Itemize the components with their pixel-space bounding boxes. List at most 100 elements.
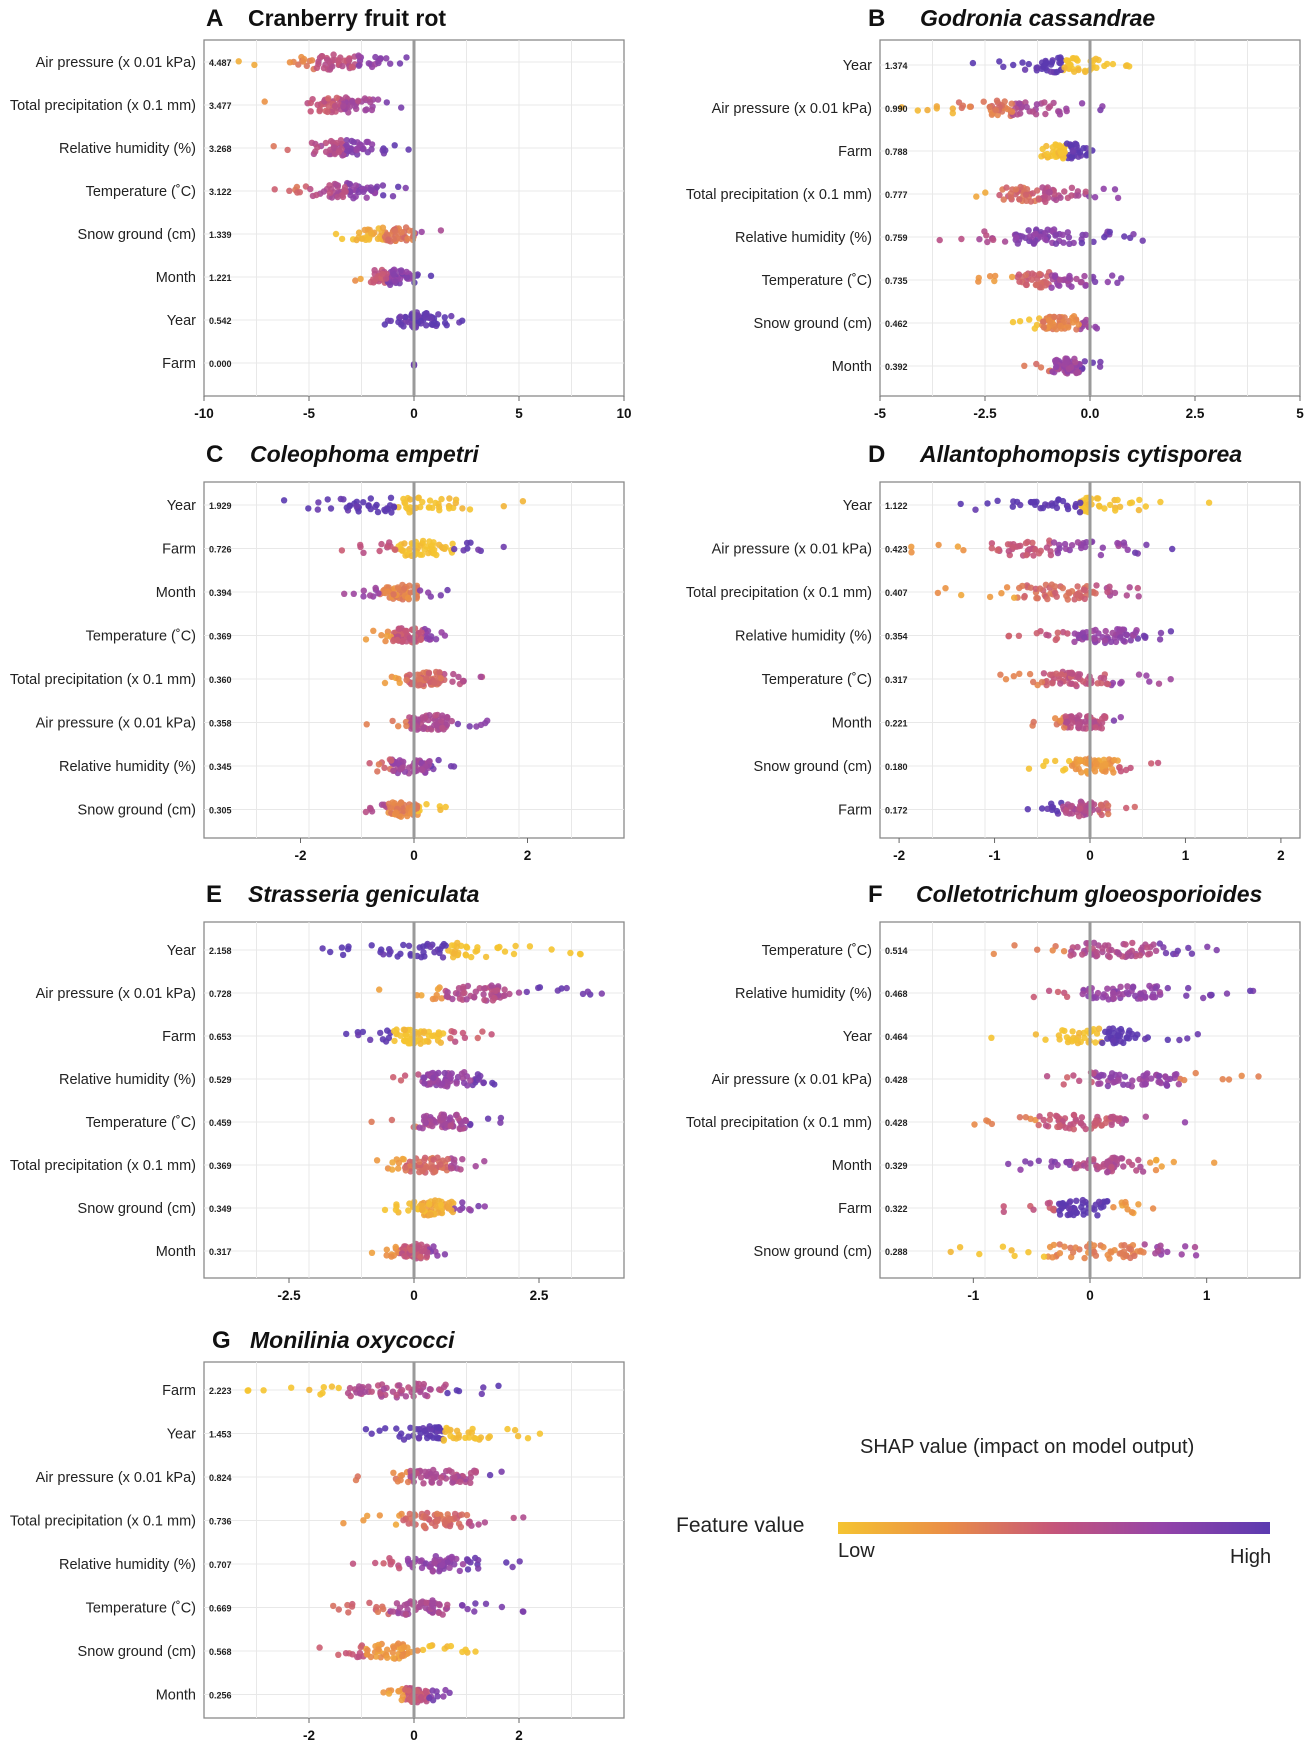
shap-point — [449, 678, 456, 685]
shap-point — [380, 1689, 387, 1696]
shap-point — [1076, 1077, 1083, 1085]
panel-e: E Strasseria geniculata Year 2.158 Air press… — [10, 881, 625, 1303]
shap-point — [1042, 198, 1049, 205]
shap-point — [472, 1163, 479, 1170]
shap-point — [1046, 1111, 1054, 1119]
shap-point — [1034, 187, 1041, 194]
shap-point — [335, 1651, 342, 1659]
shap-point — [481, 1203, 488, 1210]
shap-point — [1056, 545, 1063, 552]
shap-point — [1001, 238, 1009, 245]
shap-point — [433, 1518, 440, 1525]
shap-point — [407, 1424, 414, 1432]
shap-point — [426, 1643, 433, 1650]
shap-point — [1099, 715, 1106, 722]
importance-value: 0.464 — [885, 1032, 908, 1042]
feature-label: Snow ground (cm) — [78, 1201, 196, 1217]
shap-point — [1073, 1036, 1080, 1044]
x-tick-label: 2 — [1277, 848, 1285, 863]
shap-point — [1068, 542, 1076, 549]
shap-point — [1035, 1157, 1043, 1165]
shap-point — [280, 497, 288, 504]
shap-point — [1044, 272, 1051, 280]
shap-point — [1164, 984, 1172, 992]
feature-label: Air pressure (x 0.01 kPa) — [36, 986, 196, 1002]
feature-label: Total precipitation (x 0.1 mm) — [686, 187, 872, 203]
shap-point — [427, 315, 435, 322]
importance-value: 0.322 — [885, 1204, 908, 1214]
shap-point — [403, 54, 410, 61]
shap-point — [374, 235, 382, 242]
importance-value: 0.369 — [209, 1161, 232, 1171]
shap-point — [399, 546, 406, 554]
shap-point — [1096, 363, 1104, 370]
shap-point — [378, 540, 385, 548]
shap-point — [1074, 943, 1081, 951]
shap-point — [399, 1652, 406, 1660]
x-tick-label: 2 — [524, 848, 532, 863]
shap-point — [1147, 1159, 1154, 1166]
shap-point — [387, 1561, 394, 1568]
panel-letter: F — [868, 881, 883, 908]
shap-point — [293, 183, 301, 191]
shap-point — [457, 1523, 465, 1531]
shap-point — [420, 1480, 427, 1487]
feature-label: Relative humidity (%) — [735, 629, 872, 645]
panel-title: Colletotrichum gloeosporioides — [916, 881, 1262, 907]
shap-point — [1123, 989, 1131, 996]
shap-point — [335, 1384, 342, 1392]
shap-point — [315, 499, 322, 506]
shap-point — [428, 1475, 435, 1482]
shap-point — [306, 1386, 313, 1394]
panel-letter: A — [206, 5, 223, 32]
shap-point — [1095, 1198, 1103, 1206]
shap-point — [1076, 1029, 1083, 1037]
shap-point — [1015, 632, 1023, 639]
shap-point — [477, 1434, 485, 1441]
shap-point — [1122, 62, 1130, 69]
shap-point — [350, 590, 357, 597]
shap-point — [1063, 358, 1070, 365]
shap-point — [427, 593, 434, 600]
shap-point — [438, 995, 445, 1002]
shap-point — [1117, 983, 1124, 990]
shap-point — [520, 1514, 527, 1521]
shap-point — [1059, 584, 1067, 592]
shap-point — [1079, 678, 1087, 685]
shap-point — [366, 592, 374, 599]
shap-point — [461, 1034, 469, 1042]
shap-point — [440, 1383, 448, 1391]
feature-label: Month — [832, 1158, 872, 1174]
shap-point — [1132, 992, 1139, 999]
shap-point — [1117, 1038, 1125, 1045]
importance-value: 0.329 — [885, 1161, 908, 1171]
shap-point — [463, 943, 470, 950]
shap-point — [1167, 676, 1174, 683]
shap-point — [363, 1651, 371, 1658]
shap-point — [380, 1385, 388, 1393]
shap-point — [383, 55, 390, 62]
shap-point — [1066, 240, 1073, 247]
shap-point — [368, 1118, 375, 1126]
shap-point — [1067, 952, 1074, 959]
shap-point — [1064, 1038, 1072, 1046]
shap-point — [421, 1074, 428, 1082]
feature-label: Snow ground (cm) — [754, 759, 872, 775]
shap-point — [392, 809, 400, 816]
feature-label: Year — [843, 1029, 872, 1045]
shap-point — [361, 226, 368, 234]
shap-point — [430, 1156, 437, 1163]
shap-point — [344, 945, 352, 953]
feature-label: Year — [167, 1427, 196, 1443]
shap-point — [1181, 1119, 1189, 1126]
shap-point — [1173, 1071, 1180, 1078]
shap-point — [424, 1434, 431, 1442]
shap-point — [445, 1427, 452, 1434]
shap-point — [353, 147, 360, 154]
shap-point — [1092, 55, 1100, 62]
shap-point — [1023, 197, 1030, 204]
shap-point — [1091, 635, 1098, 643]
shap-point — [396, 1604, 404, 1611]
shap-point — [366, 1599, 373, 1607]
shap-point — [357, 543, 364, 551]
